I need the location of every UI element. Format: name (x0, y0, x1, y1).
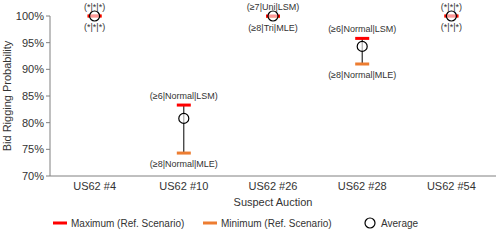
legend-label: Maximum (Ref. Scenario) (71, 218, 184, 229)
plot-area (88, 11, 459, 155)
annotation: (*|*|*) (441, 22, 462, 32)
tick-label: 100% (16, 10, 44, 22)
annotation: (≥6|Normal|LSM) (150, 91, 218, 101)
chart: 70% 75% 80% 85% 90% 95% 100% Bid Rigging Probab… (0, 0, 500, 234)
tick-label: 80% (22, 117, 44, 129)
x-axis (50, 176, 496, 177)
range-line (183, 105, 184, 153)
legend-label: Average (381, 218, 419, 229)
x-axis-title: Suspect Auction (234, 196, 313, 208)
dash-marker (355, 63, 369, 66)
dash-marker (177, 104, 191, 107)
legend-label: Minimum (Ref. Scenario) (221, 218, 332, 229)
annotation: (≥8|Tri|MLE) (248, 23, 297, 33)
average-marker (446, 11, 456, 21)
category-label: US62 #10 (159, 180, 208, 192)
tick-mark (46, 122, 50, 123)
annotation: (≥6|Normal|LSM) (328, 24, 396, 34)
category-label: US62 #54 (427, 180, 476, 192)
average-marker (268, 11, 278, 21)
dash-marker (355, 37, 369, 40)
average-marker (179, 113, 189, 123)
category-label: US62 #4 (73, 180, 116, 192)
annotation: (*|*|*) (441, 2, 462, 12)
tick-label: 75% (22, 143, 44, 155)
average-marker (90, 11, 100, 21)
category-label: US62 #26 (249, 180, 298, 192)
legend-marker (53, 222, 67, 225)
average-marker (357, 41, 367, 51)
annotation: (*|*|*) (84, 2, 105, 12)
tick-mark (46, 42, 50, 43)
annotation: (*|*|*) (84, 22, 105, 32)
annotation: (≥8|Normal|MLE) (328, 70, 396, 80)
y-axis-title: Bid Rigging Probability (1, 40, 13, 151)
tick-mark (46, 16, 50, 17)
y-axis (50, 16, 51, 176)
dash-marker (177, 152, 191, 155)
tick-mark (46, 96, 50, 97)
tick-label: 70% (22, 170, 44, 182)
tick-label: 85% (22, 90, 44, 102)
tick-mark (46, 69, 50, 70)
tick-mark (46, 176, 50, 177)
category-label: US62 #28 (338, 180, 387, 192)
legend-marker (203, 222, 217, 225)
tick-mark (46, 149, 50, 150)
legend-marker (365, 218, 375, 228)
tick-label: 90% (22, 63, 44, 75)
annotation: (≥8|Normal|MLE) (150, 159, 218, 169)
tick-label: 95% (22, 37, 44, 49)
annotation: (≥7|Uni|LSM) (247, 2, 300, 12)
